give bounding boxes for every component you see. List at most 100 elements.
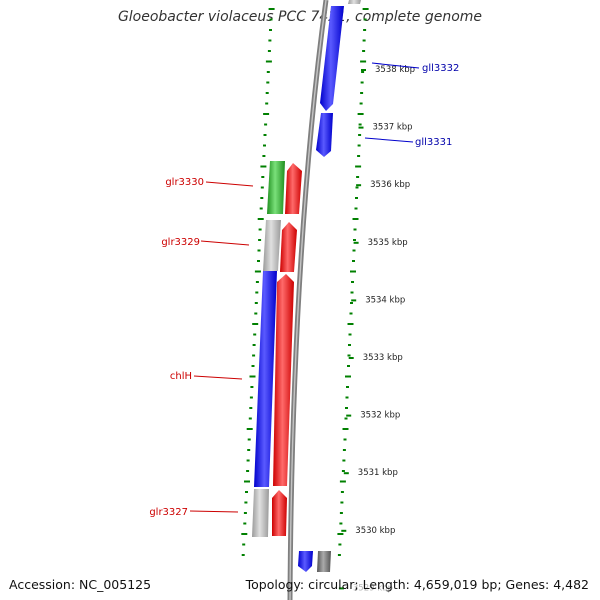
left-tick-mark: [254, 302, 258, 304]
left-tick-mark: [269, 29, 272, 31]
left-tick-mark: [246, 459, 250, 462]
kbp-label: 3533 kbp: [363, 353, 403, 363]
left-tick-mark: [266, 81, 270, 84]
gene-glr3329[interactable]: [280, 222, 297, 272]
gene-gll3331[interactable]: [316, 113, 333, 157]
right-tick-mark: [351, 281, 354, 283]
right-tick-mark: [357, 155, 361, 157]
left-tick-mark: [244, 501, 248, 504]
label-glr3329: glr3329: [161, 237, 200, 248]
left-tick-mark: [257, 249, 261, 252]
right-tick-mark: [345, 396, 349, 399]
right-tick-mark: [347, 354, 351, 357]
left-tick-mark: [269, 18, 273, 21]
left-tick-mark: [263, 144, 266, 147]
left-tick-mark: [254, 312, 258, 315]
right-tick-mark: [343, 438, 347, 441]
cog-bar-chlH: [254, 271, 277, 487]
right-tick-mark: [362, 39, 366, 42]
right-tick-mark: [357, 144, 361, 147]
left-tick-mark: [252, 354, 256, 357]
gene-chlH[interactable]: [273, 274, 294, 486]
right-tick-mark: [344, 417, 348, 420]
map-title: Gloeobacter violaceus PCC 7421, complete…: [117, 9, 483, 25]
left-tick-mark: [267, 50, 271, 52]
label-chlH: chlH: [170, 371, 192, 382]
label-gll3332: gll3332: [422, 63, 459, 74]
kbp-tick: [338, 587, 344, 590]
right-tick-mark: [360, 60, 367, 63]
left-tick-mark: [260, 186, 264, 189]
leader-glr3329: [200, 240, 250, 246]
right-tick-mark: [341, 470, 345, 472]
right-tick-mark: [339, 522, 343, 525]
right-tick-mark: [356, 176, 360, 178]
right-tick-mark: [360, 81, 364, 84]
right-tick-mark: [350, 270, 356, 273]
left-tick-mark: [247, 449, 251, 451]
gene-top-gray: [348, 0, 361, 4]
left-tick-mark: [264, 123, 268, 126]
right-tick-mark: [349, 312, 353, 315]
right-tick-mark: [350, 302, 353, 304]
kbp-tick: [361, 69, 366, 71]
right-tick-mark: [357, 113, 364, 115]
right-tick-mark: [342, 428, 349, 430]
right-tick-mark: [342, 449, 346, 451]
left-tick-mark: [259, 207, 263, 210]
right-tick-mark: [363, 29, 367, 31]
left-tick-mark: [246, 470, 250, 472]
left-tick-mark: [257, 260, 260, 262]
kbp-label: 3534 kbp: [365, 295, 405, 305]
left-tick-mark: [257, 218, 264, 220]
right-tick-mark: [345, 375, 351, 378]
left-tick-mark: [241, 554, 245, 556]
cog-bar-glr3327: [252, 489, 269, 537]
kbp-tick: [351, 299, 357, 302]
right-tick-mark: [347, 365, 350, 367]
accession-text: Accession: NC_005125: [9, 577, 152, 592]
left-tick-mark: [252, 323, 259, 325]
leader-gll3331: [364, 137, 414, 143]
kbp-label: 3535 kbp: [368, 238, 408, 248]
right-tick-mark: [358, 134, 362, 136]
gene-glr3330[interactable]: [285, 163, 302, 214]
right-tick-mark: [346, 386, 349, 388]
right-tick-mark: [362, 8, 369, 10]
kbp-tick: [353, 241, 359, 244]
left-tick-mark: [242, 543, 246, 546]
right-tick-mark: [355, 165, 362, 168]
right-tick-mark: [340, 501, 344, 504]
kbp-label: 3532 kbp: [360, 411, 400, 421]
left-tick-mark: [241, 533, 248, 535]
left-tick-mark: [253, 333, 257, 336]
right-tick-mark: [355, 186, 359, 189]
left-tick-mark: [260, 165, 267, 168]
right-tick-mark: [363, 18, 367, 21]
right-tick-mark: [352, 249, 356, 252]
right-tick-mark: [337, 533, 344, 535]
leader-chlH: [193, 375, 243, 380]
cog-bar-glr3329: [263, 220, 281, 271]
left-tick-mark: [243, 512, 247, 514]
right-tick-mark: [353, 239, 356, 241]
kbp-tick: [343, 472, 349, 475]
left-tick-mark: [265, 92, 269, 94]
gene-glr3327[interactable]: [272, 490, 287, 536]
right-tick-mark: [340, 491, 344, 493]
left-tick-mark: [250, 386, 254, 388]
left-tick-mark: [247, 438, 251, 441]
kbp-tick: [348, 357, 354, 359]
gene-bottom-dark: [317, 551, 331, 572]
left-tick-mark: [268, 8, 275, 10]
kbp-label: 3531 kbp: [358, 468, 398, 478]
kbp-label: 3536 kbp: [370, 180, 410, 190]
right-tick-mark: [353, 228, 357, 231]
left-tick-mark: [263, 113, 270, 115]
genome-summary-text: Topology: circular; Length: 4,659,019 bp…: [245, 577, 589, 592]
kbp-tick: [358, 126, 364, 129]
label-glr3330: glr3330: [165, 177, 204, 188]
kbp-label: 3529 kbp: [353, 583, 393, 593]
right-tick-mark: [362, 50, 366, 52]
gene-gll3332[interactable]: [320, 6, 344, 111]
